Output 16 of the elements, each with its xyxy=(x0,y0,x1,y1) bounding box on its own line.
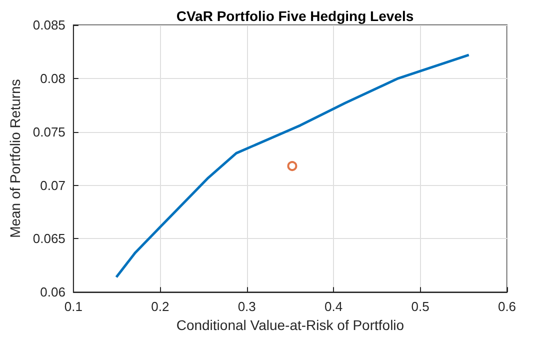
y-tick-label: 0.07 xyxy=(40,178,66,193)
x-tick-label: 0.5 xyxy=(411,299,430,314)
y-tick-label: 0.085 xyxy=(32,18,66,32)
x-axis-title: Conditional Value-at-Risk of Portfolio xyxy=(176,317,404,333)
chart-title: CVaR Portfolio Five Hedging Levels xyxy=(176,8,414,24)
x-tick-label: 0.4 xyxy=(324,299,343,314)
x-tick-label: 0.6 xyxy=(498,299,516,314)
y-tick-label: 0.06 xyxy=(40,284,66,300)
y-tick-label: 0.065 xyxy=(32,231,66,246)
x-tick-label: 0.3 xyxy=(238,299,256,314)
y-tick-label: 0.075 xyxy=(32,124,66,140)
y-tick-label: 0.08 xyxy=(40,70,66,86)
y-axis-title: Mean of Portfolio Returns xyxy=(7,79,23,238)
line-series xyxy=(115,54,470,278)
x-tick-label: 0.1 xyxy=(64,299,82,314)
x-tick-label: 0.2 xyxy=(151,299,170,314)
